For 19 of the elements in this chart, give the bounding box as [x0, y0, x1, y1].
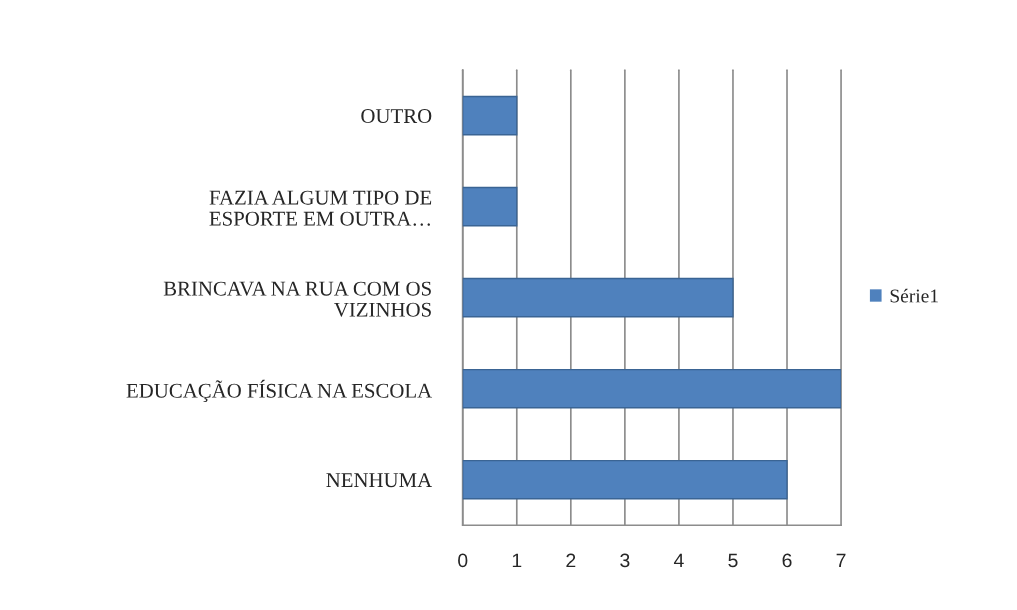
x-tick-label: 5 — [728, 553, 738, 568]
x-tick-label: 4 — [673, 553, 684, 568]
legend-label: Série1 — [890, 288, 938, 303]
x-tick-label: 6 — [782, 553, 792, 568]
y-tick-label: EDUCAÇÃO FÍSICA NA ESCOLA — [126, 379, 433, 403]
y-tick-label: BRINCAVA NA RUA COM OS VIZINHOS — [163, 281, 431, 317]
bar — [462, 95, 518, 136]
x-tick-label: 2 — [566, 553, 576, 568]
y-tick-label: OUTRO — [361, 109, 432, 124]
x-tick-label: 0 — [458, 553, 468, 568]
bar — [462, 459, 788, 500]
y-tick-label: NENHUMA — [326, 473, 433, 488]
y-tick-label: FAZIA ALGUM TIPO DE ESPORTE EM OUTRA… — [209, 190, 432, 226]
bar — [462, 368, 842, 409]
bar — [462, 277, 734, 318]
x-tick-label: 3 — [620, 553, 630, 568]
bar — [462, 186, 518, 227]
x-tick-label: 7 — [836, 553, 846, 568]
x-tick-label: 1 — [512, 553, 522, 568]
